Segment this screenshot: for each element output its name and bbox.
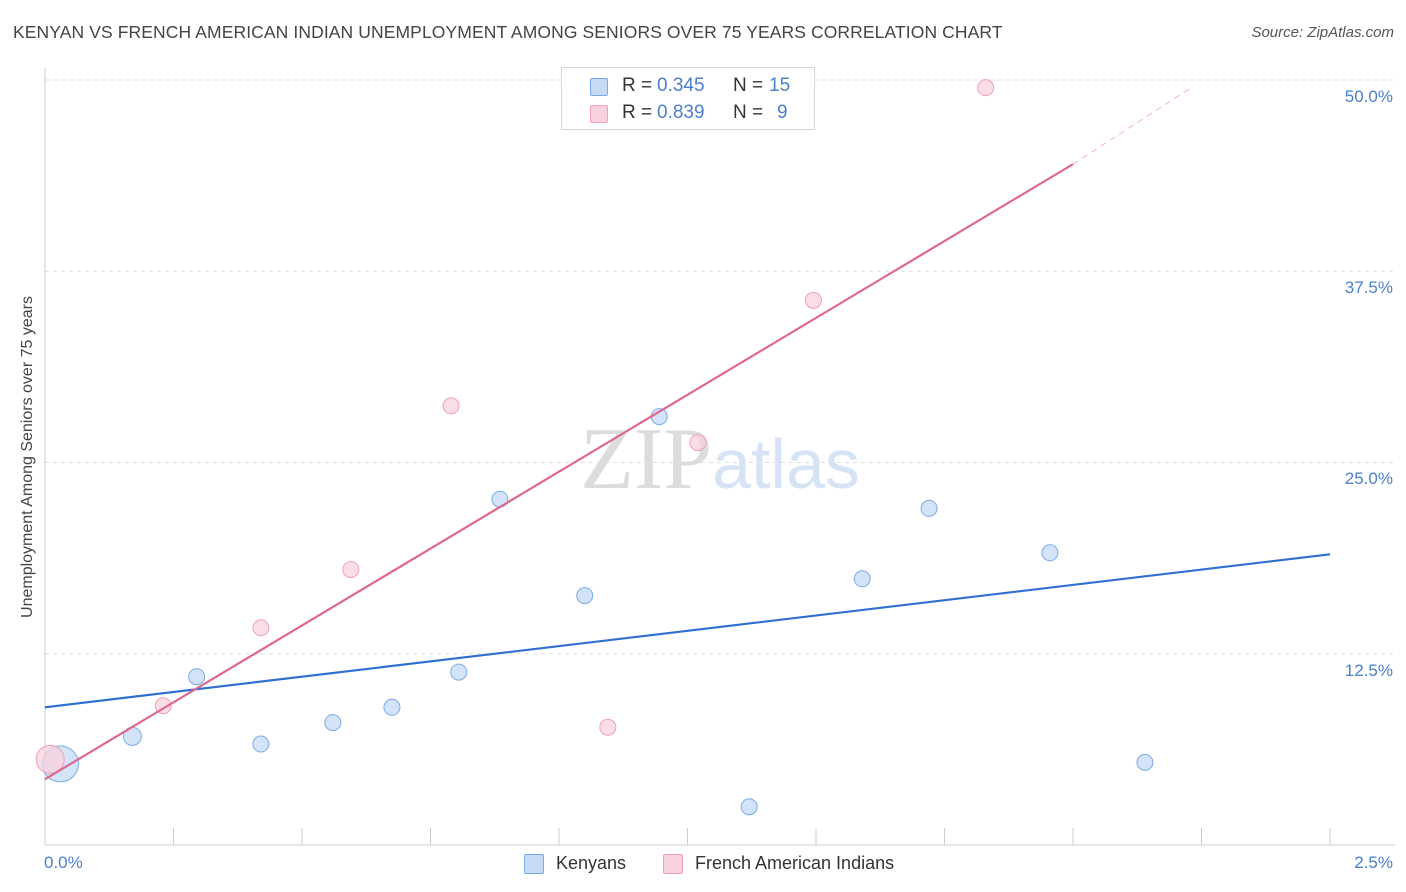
y-tick-label-25: 25.0% (1344, 469, 1393, 488)
point-french-american-indians-3 (342, 561, 360, 579)
point-kenyans-12 (920, 499, 938, 517)
point-french-american-indians-6 (689, 434, 707, 452)
trendline-kenyans (44, 553, 1331, 709)
point-kenyans-13 (1041, 544, 1059, 562)
legend-row-kenyans: R = 0.345 N = 15 (562, 75, 814, 99)
point-kenyans-14 (1136, 753, 1154, 771)
bottom-legend-label-french-american-indians: French American Indians (695, 853, 895, 873)
legend-n-value: 15 (769, 75, 791, 96)
point-kenyans-2 (188, 668, 206, 686)
point-kenyans-11 (853, 570, 871, 588)
y-tick-label-12-5: 12.5% (1344, 661, 1393, 680)
legend-n-label: N = (733, 75, 764, 96)
bottom-legend-swatch-french-american-indians (663, 854, 683, 874)
point-kenyans-10 (740, 798, 758, 816)
trendline-french-american-indians (44, 163, 1074, 781)
trendline-extension-french-american-indians (1072, 87, 1192, 165)
point-kenyans-4 (324, 714, 342, 732)
x-tick-label-max: 2.5% (1354, 853, 1393, 872)
point-french-american-indians-2 (252, 619, 270, 637)
point-kenyans-6 (450, 663, 468, 681)
watermark: ZIPatlas (580, 411, 860, 508)
correlation-legend: R = 0.345 N = 15 R = 0.839 N = 9 (561, 67, 815, 130)
legend-r-value: 0.839 (657, 102, 705, 123)
point-french-american-indians-0 (35, 744, 65, 774)
bottom-legend-swatch-kenyans (524, 854, 544, 874)
point-french-american-indians-8 (977, 79, 995, 97)
chart-source: Source: ZipAtlas.com (1251, 24, 1394, 41)
legend-swatch-french-american-indians (590, 105, 608, 123)
x-tick-label-min: 0.0% (44, 853, 83, 872)
legend-row-french-american-indians: R = 0.839 N = 9 (562, 102, 814, 126)
point-kenyans-8 (576, 587, 594, 605)
legend-n-label: N = (733, 102, 764, 123)
legend-n-value: 9 (777, 102, 788, 123)
legend-r-label: R = (622, 102, 653, 123)
legend-swatch-kenyans (590, 78, 608, 96)
chart-title: KENYAN VS FRENCH AMERICAN INDIAN UNEMPLO… (13, 22, 1003, 42)
legend-r-value: 0.345 (657, 75, 705, 96)
y-tick-label-37-5: 37.5% (1344, 278, 1393, 297)
point-french-american-indians-5 (599, 718, 617, 736)
point-kenyans-3 (252, 735, 270, 753)
y-tick-label-50: 50.0% (1344, 87, 1393, 106)
point-french-american-indians-4 (442, 397, 460, 415)
bottom-legend-label-kenyans: Kenyans (556, 853, 627, 873)
point-kenyans-5 (383, 698, 401, 716)
legend-r-label: R = (622, 75, 653, 96)
point-french-american-indians-7 (804, 291, 822, 309)
